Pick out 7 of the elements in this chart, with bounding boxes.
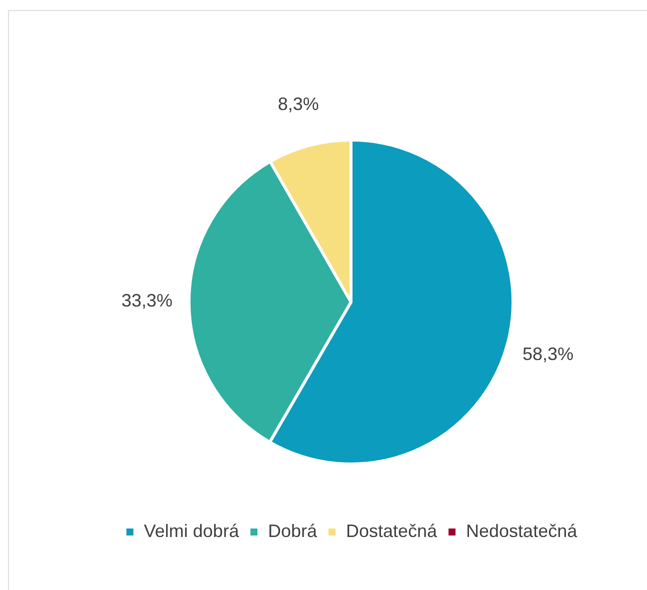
legend-label: Velmi dobrá <box>144 520 240 541</box>
data-label: 33,3% <box>121 290 173 311</box>
legend-label: Dobrá <box>268 520 318 541</box>
legend-label: Dostatečná <box>346 520 438 541</box>
data-label: 8,3% <box>278 94 319 114</box>
data-label: 58,3% <box>522 344 574 364</box>
legend-label: Nedostatečná <box>466 520 578 541</box>
